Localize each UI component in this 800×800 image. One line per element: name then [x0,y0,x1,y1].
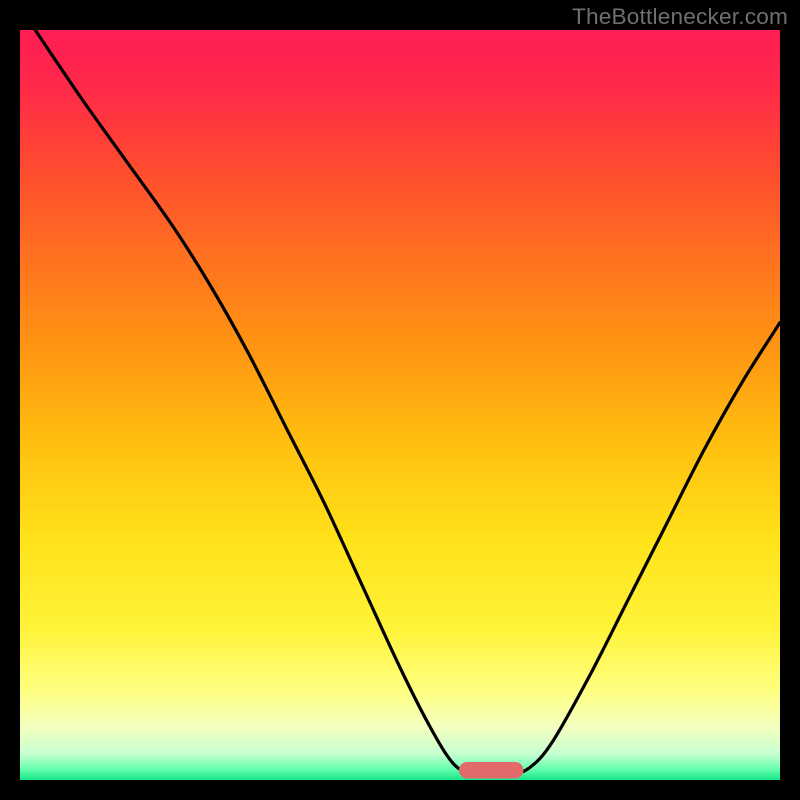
watermark-text: TheBottlenecker.com [572,4,788,30]
bottleneck-chart [0,0,800,800]
chart-frame: TheBottlenecker.com [0,0,800,800]
optimal-marker [459,762,524,779]
